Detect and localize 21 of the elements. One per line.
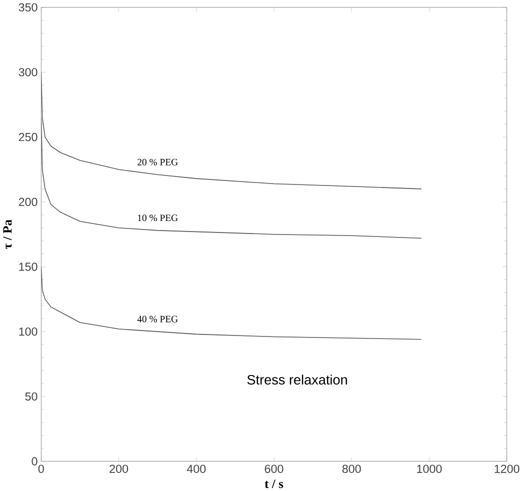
x-axis-title: t / s [264, 479, 284, 488]
y-tick-label: 300 [18, 68, 38, 76]
y-tick-label: 100 [19, 327, 38, 336]
series-label: 40 % PEG [137, 316, 178, 322]
x-tick-label: 800 [342, 464, 361, 473]
x-tick-label: 0 [38, 464, 44, 473]
y-axis-title: τ / Pa [3, 220, 12, 249]
x-tick-label: 400 [186, 464, 206, 473]
y-tick-label: 0 [32, 457, 38, 466]
y-tick-label: 250 [18, 132, 38, 142]
x-tick-label: 600 [264, 464, 284, 473]
x-tick-label: 200 [110, 464, 128, 473]
series-label: 10 % PEG [138, 214, 178, 222]
y-tick-label: 50 [25, 392, 38, 400]
y-tick-label: 350 [18, 3, 38, 12]
y-tick-label: 150 [19, 262, 38, 271]
series-label: 20 % PEG [138, 158, 178, 166]
x-tick-label: 1000 [417, 464, 442, 473]
annotation: Stress relaxation [247, 374, 347, 384]
x-tick-label: 1200 [494, 464, 520, 473]
y-tick-label: 200 [18, 198, 38, 206]
